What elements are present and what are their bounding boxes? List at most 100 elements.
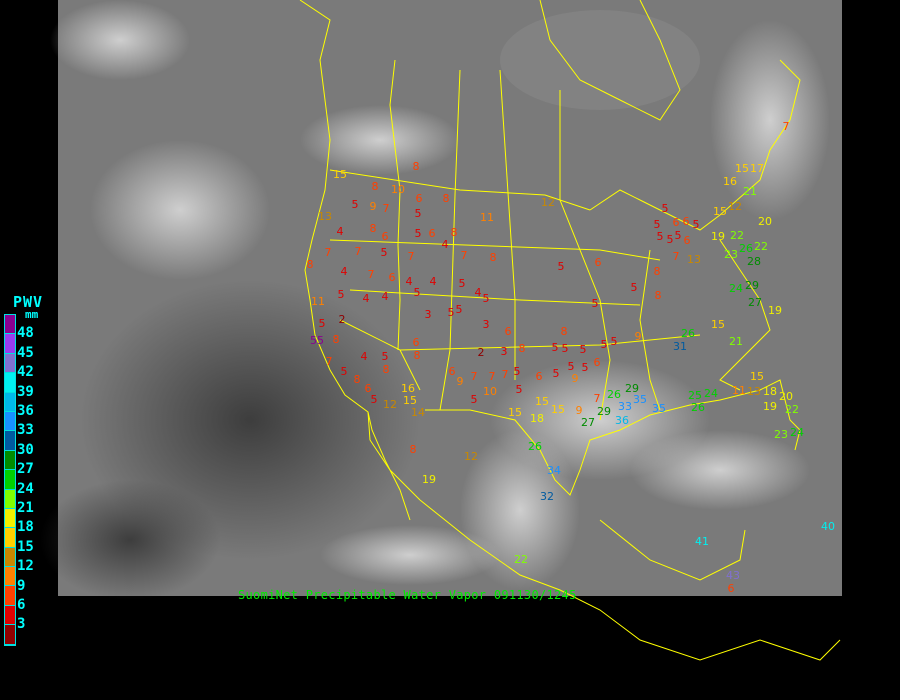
station-pwv-value: 8 — [372, 180, 379, 193]
station-pwv-value: 24 — [704, 387, 718, 400]
legend-label: 30 — [17, 441, 34, 458]
station-pwv-value: 26 — [681, 327, 695, 340]
station-pwv-value: 19 — [763, 400, 777, 413]
legend-swatch — [5, 315, 15, 335]
station-pwv-value: 27 — [748, 296, 762, 309]
station-pwv-value: 25 — [688, 389, 702, 402]
station-pwv-value: 4 — [341, 265, 348, 278]
station-pwv-value: 11 — [732, 384, 746, 397]
station-pwv-value: 16 — [723, 175, 737, 188]
station-pwv-value: 4 — [442, 238, 449, 251]
station-pwv-value: 9 — [572, 372, 579, 385]
station-pwv-value: 18 — [763, 385, 777, 398]
station-pwv-value: 8 — [490, 251, 497, 264]
station-pwv-value: 7 — [461, 249, 468, 262]
legend-label: 33 — [17, 422, 34, 439]
station-pwv-value: 5 — [667, 233, 674, 246]
station-pwv-value: 13 — [318, 210, 332, 223]
station-pwv-value: 8 — [561, 325, 568, 338]
station-pwv-value: 28 — [747, 255, 761, 268]
station-pwv-value: 15 — [711, 318, 725, 331]
station-pwv-value: 5 — [456, 303, 463, 316]
station-pwv-value: 19 — [768, 304, 782, 317]
station-pwv-value: 3 — [425, 308, 432, 321]
station-pwv-value: 6 — [683, 215, 690, 228]
station-pwv-value: 5 — [352, 198, 359, 211]
station-pwv-value: 5 — [580, 343, 587, 356]
station-pwv-value: 7 — [673, 250, 680, 263]
station-pwv-value: 24 — [729, 282, 743, 295]
station-pwv-value: 8 — [654, 265, 661, 278]
station-pwv-value: 22 — [730, 229, 744, 242]
station-pwv-value: 12 — [464, 450, 478, 463]
station-pwv-value: 13 — [747, 385, 761, 398]
legend-swatch — [5, 411, 15, 432]
station-pwv-value: 10 — [391, 183, 405, 196]
station-pwv-value: 5 — [516, 383, 523, 396]
station-pwv-value: 4 — [406, 275, 413, 288]
station-pwv-value: 12 — [728, 200, 742, 213]
station-pwv-value: 5 — [631, 281, 638, 294]
map-caption: SuomiNet Precipitable Water Vapor 091130… — [238, 588, 577, 602]
station-pwv-value: 22 — [514, 553, 528, 566]
legend-label: 39 — [17, 383, 34, 400]
legend-label: 12 — [17, 558, 34, 575]
station-pwv-value: 8 — [451, 226, 458, 239]
legend-swatch — [5, 431, 15, 451]
station-pwv-value: 9 — [576, 404, 583, 417]
station-pwv-value: 21 — [743, 185, 757, 198]
legend-swatch — [5, 470, 15, 490]
station-pwv-value: 7 — [325, 246, 332, 259]
station-pwv-value: 15 — [713, 205, 727, 218]
satellite-imagery — [40, 0, 842, 600]
station-pwv-value: 5 — [415, 207, 422, 220]
station-pwv-value: 24 — [790, 426, 804, 439]
station-pwv-value: 19 — [711, 230, 725, 243]
station-pwv-value: 13 — [687, 253, 701, 266]
station-pwv-value: 5 — [483, 292, 490, 305]
legend-swatch — [5, 547, 15, 568]
station-pwv-value: 6 — [536, 370, 543, 383]
station-pwv-value: 6 — [429, 227, 436, 240]
station-pwv-value: 7 — [383, 202, 390, 215]
station-pwv-value: 40 — [821, 520, 835, 533]
station-pwv-value: 15 — [735, 162, 749, 175]
station-pwv-value: 6 — [389, 271, 396, 284]
station-pwv-value: 8 — [443, 192, 450, 205]
station-pwv-value: 5 — [459, 277, 466, 290]
station-pwv-value: 8 — [307, 258, 314, 271]
station-pwv-value: 26 — [528, 440, 542, 453]
legend-swatch — [5, 392, 15, 412]
station-pwv-value: 6 — [505, 325, 512, 338]
station-pwv-value: 7 — [368, 268, 375, 281]
station-pwv-value: 2 — [478, 346, 485, 359]
station-pwv-value: 5 — [382, 350, 389, 363]
legend-label: 24 — [17, 480, 34, 497]
station-pwv-value: 15 — [535, 395, 549, 408]
station-pwv-value: 20 — [758, 215, 772, 228]
legend-label: 15 — [17, 538, 34, 555]
pwv-legend: PWV mm 48 45 42 39 36 33 30 27 24 21 18 15 12 9 6 3 — [3, 294, 53, 654]
station-pwv-value: 15 — [508, 406, 522, 419]
station-pwv-value: 15 — [551, 403, 565, 416]
legend-label: 9 — [17, 577, 26, 594]
station-pwv-value: 31 — [673, 340, 687, 353]
station-pwv-value: 5 — [514, 365, 521, 378]
station-pwv-value: 29 — [597, 405, 611, 418]
legend-swatch — [5, 586, 15, 606]
station-pwv-value: 55 — [310, 334, 324, 347]
station-pwv-value: 17 — [750, 162, 764, 175]
station-pwv-value: 5 — [611, 335, 618, 348]
station-pwv-value: 5 — [562, 342, 569, 355]
station-pwv-value: 27 — [581, 416, 595, 429]
station-pwv-value: 15 — [750, 370, 764, 383]
station-pwv-value: 9 — [370, 200, 377, 213]
station-pwv-value: 32 — [540, 490, 554, 503]
station-pwv-value: 5 — [471, 393, 478, 406]
station-pwv-value: 5 — [552, 341, 559, 354]
station-pwv-value: 9 — [457, 375, 464, 388]
station-pwv-value: 5 — [654, 218, 661, 231]
station-pwv-value: 5 — [415, 227, 422, 240]
station-pwv-value: 6 — [382, 230, 389, 243]
